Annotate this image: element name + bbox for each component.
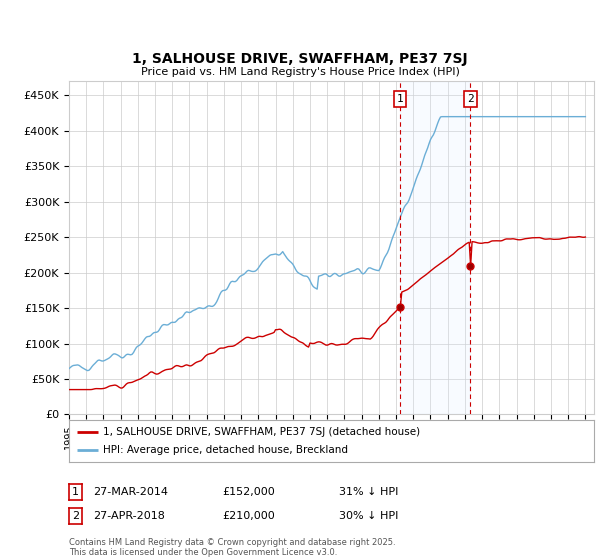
Text: 1: 1 [72,487,79,497]
Bar [400,81,470,414]
Text: 27-APR-2018: 27-APR-2018 [93,511,165,521]
Text: 1, SALHOUSE DRIVE, SWAFFHAM, PE37 7SJ: 1, SALHOUSE DRIVE, SWAFFHAM, PE37 7SJ [132,52,468,66]
Text: 27-MAR-2014: 27-MAR-2014 [93,487,168,497]
Text: 1: 1 [397,94,403,104]
Text: 2: 2 [72,511,79,521]
Text: 31% ↓ HPI: 31% ↓ HPI [339,487,398,497]
Text: Price paid vs. HM Land Registry's House Price Index (HPI): Price paid vs. HM Land Registry's House … [140,67,460,77]
Text: £210,000: £210,000 [222,511,275,521]
Text: 1, SALHOUSE DRIVE, SWAFFHAM, PE37 7SJ (detached house): 1, SALHOUSE DRIVE, SWAFFHAM, PE37 7SJ (d… [103,427,420,437]
Text: Contains HM Land Registry data © Crown copyright and database right 2025.
This d: Contains HM Land Registry data © Crown c… [69,538,395,557]
Text: 30% ↓ HPI: 30% ↓ HPI [339,511,398,521]
Text: £152,000: £152,000 [222,487,275,497]
Text: 2: 2 [467,94,474,104]
Text: HPI: Average price, detached house, Breckland: HPI: Average price, detached house, Brec… [103,445,348,455]
